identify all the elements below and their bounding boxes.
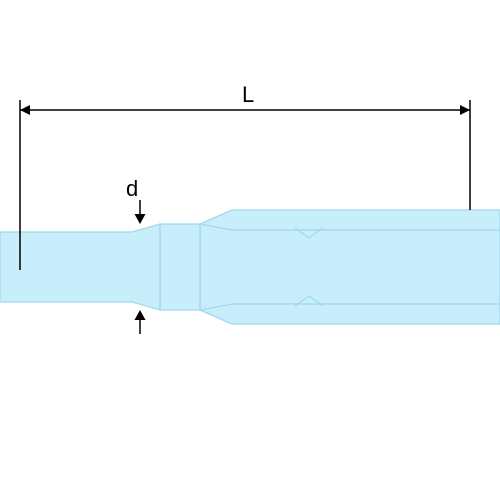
technical-diagram: L d	[0, 0, 500, 500]
diagram-svg	[0, 0, 500, 500]
length-label: L	[242, 82, 254, 108]
diameter-label: d	[126, 176, 138, 202]
